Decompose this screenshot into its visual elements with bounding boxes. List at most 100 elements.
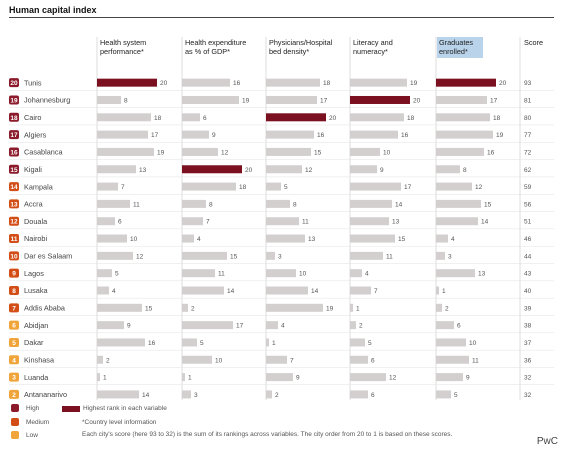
column-header-line2: numeracy* xyxy=(353,47,388,56)
rank-badge xyxy=(9,268,19,278)
rank-bar xyxy=(182,130,209,139)
bar-value-label: 12 xyxy=(221,149,229,156)
rank-badge xyxy=(9,251,19,261)
rank-badge xyxy=(9,95,19,105)
bar-value-label: 9 xyxy=(380,167,384,174)
bar-value-label: 4 xyxy=(112,288,116,295)
bar-value-label: 7 xyxy=(121,184,125,191)
city-name: Antananarivo xyxy=(24,390,67,399)
rank-bar xyxy=(266,182,281,191)
rank-bar xyxy=(182,182,236,191)
rank-badge xyxy=(9,182,19,192)
city-name: Abidjan xyxy=(24,321,48,330)
rank-bar xyxy=(350,182,401,191)
rank-badge xyxy=(9,234,19,244)
rank-bar xyxy=(350,251,383,260)
rank-bar xyxy=(266,303,323,312)
legend-high-label: High xyxy=(26,405,40,412)
rank-bar xyxy=(436,182,472,191)
rank-bar xyxy=(436,199,481,208)
bar-value-label: 13 xyxy=(392,219,400,226)
bar-value-label: 19 xyxy=(496,132,504,139)
score-note: Each city's score (here 93 to 32) is the… xyxy=(82,431,453,438)
bar-value-label: 20 xyxy=(413,97,421,104)
bar-value-label: 2 xyxy=(445,305,449,312)
rank-bar xyxy=(266,286,308,295)
bar-value-label: 5 xyxy=(200,340,204,347)
city-name: Johannesburg xyxy=(24,96,70,105)
rank-number: 5 xyxy=(12,340,16,347)
bar-value-label: 7 xyxy=(206,219,210,226)
rank-bar xyxy=(266,95,317,104)
rank-bar xyxy=(350,165,377,174)
bar-value-label: 12 xyxy=(136,253,144,260)
bar-value-label: 13 xyxy=(478,271,486,278)
bar-value-label: 11 xyxy=(133,201,140,208)
rank-bar xyxy=(266,234,305,243)
bar-value-label: 10 xyxy=(469,340,477,347)
rank-bar xyxy=(182,303,188,312)
bar-value-label: 1 xyxy=(103,375,107,382)
rank-number: 2 xyxy=(12,392,16,399)
rank-bar xyxy=(350,373,386,382)
city-name: Cairo xyxy=(24,113,41,122)
bar-value-label: 11 xyxy=(386,253,393,260)
rank-bar xyxy=(182,251,227,260)
rank-bar xyxy=(436,303,442,312)
bar-value-label: 7 xyxy=(290,357,294,364)
rank-bar xyxy=(182,199,206,208)
rank-bar xyxy=(350,338,365,347)
city-score: 81 xyxy=(524,97,532,104)
rank-bar xyxy=(350,113,404,122)
bar-value-label: 19 xyxy=(326,305,334,312)
bar-value-label: 8 xyxy=(209,201,213,208)
rank-bar xyxy=(182,373,185,382)
rank-bar xyxy=(97,303,142,312)
rank-bar xyxy=(97,373,100,382)
rank-bar xyxy=(97,165,136,174)
bar-value-label: 5 xyxy=(454,392,458,399)
bar-value-label: 20 xyxy=(245,167,253,174)
rank-bar xyxy=(97,390,139,399)
rank-bar xyxy=(266,355,287,364)
bar-value-label: 16 xyxy=(401,132,409,139)
rank-bar xyxy=(350,321,356,330)
bar-value-label: 9 xyxy=(212,132,216,139)
column-header-line1: Physicians/Hospital xyxy=(269,38,333,47)
page-title: Human capital index xyxy=(9,5,97,15)
rank-bar xyxy=(436,165,460,174)
city-name: Nairobi xyxy=(24,234,47,243)
rank-bar xyxy=(266,130,314,139)
rank-bar xyxy=(182,338,197,347)
city-score: 72 xyxy=(524,149,532,156)
city-name: Accra xyxy=(24,200,44,209)
city-score: 36 xyxy=(524,357,532,364)
legend-low-label: Low xyxy=(26,432,38,439)
bar-value-label: 9 xyxy=(296,375,300,382)
city-score: 44 xyxy=(524,253,532,260)
city-name: Lusaka xyxy=(24,286,48,295)
city-name: Addis Ababa xyxy=(24,304,66,313)
rank-bar xyxy=(182,321,233,330)
bar-value-label: 11 xyxy=(218,271,225,278)
bar-value-label: 5 xyxy=(368,340,372,347)
bar-value-label: 19 xyxy=(157,149,165,156)
rank-bar xyxy=(97,147,154,156)
bar-value-label: 5 xyxy=(284,184,288,191)
rank-bar xyxy=(350,147,380,156)
column-header-line1: Health expenditure xyxy=(185,38,246,47)
city-score: 40 xyxy=(524,288,532,295)
bar-value-label: 9 xyxy=(466,375,470,382)
rank-bar xyxy=(97,251,133,260)
highest-rank-bar xyxy=(182,165,242,174)
bar-value-label: 17 xyxy=(320,97,328,104)
bar-value-label: 4 xyxy=(451,236,455,243)
city-score: 59 xyxy=(524,184,532,191)
city-score: 39 xyxy=(524,305,532,312)
rank-number: 18 xyxy=(10,115,18,122)
rank-badge xyxy=(9,147,19,157)
bar-value-label: 8 xyxy=(463,167,467,174)
bar-value-label: 18 xyxy=(323,80,331,87)
rank-number: 13 xyxy=(10,201,18,208)
bar-value-label: 4 xyxy=(281,323,285,330)
